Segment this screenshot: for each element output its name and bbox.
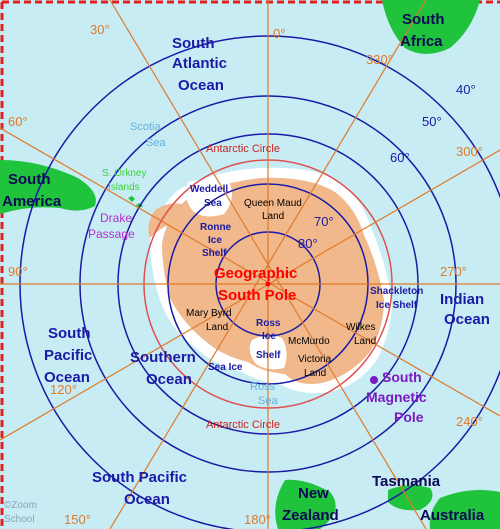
new-zealand-label-line2: Zealand — [282, 507, 339, 524]
sea-ice-label: Sea Ice — [208, 362, 243, 373]
weddell-sea-line2: Sea — [204, 198, 222, 209]
south-africa-label-line1: South — [402, 11, 445, 28]
credit-line1: ©Zoom — [4, 500, 37, 511]
south-pacific-ocean-west-line2: Pacific — [44, 347, 92, 364]
latitude-50: 50° — [422, 114, 442, 129]
scotia-sea-line1: Scotia — [130, 121, 161, 133]
longitude-300: 300° — [456, 144, 483, 159]
longitude-90: 90° — [8, 264, 28, 279]
south-america-label-line1: South — [8, 171, 51, 188]
ross-ice-shelf-line1: Ross — [256, 318, 281, 329]
south-atlantic-ocean-line3: Ocean — [178, 77, 224, 94]
latitude-60: 60° — [390, 150, 410, 165]
drake-passage-line2: Passage — [88, 227, 135, 241]
meridian-60-240 — [0, 127, 500, 417]
south-america-land — [0, 160, 96, 214]
south-magnetic-pole-line1: South — [382, 369, 422, 385]
latitude-40: 40° — [456, 82, 476, 97]
tasmania-label: Tasmania — [372, 473, 441, 490]
south-magnetic-pole-line3: Pole — [394, 409, 424, 425]
queen-maud-land-line2: Land — [262, 211, 284, 222]
victoria-land-line1: Victoria — [298, 354, 332, 365]
shackleton-ice-shelf-line1: Shackleton — [370, 286, 423, 297]
s-orkney-islands — [128, 196, 143, 208]
australia-label: Australia — [420, 507, 485, 524]
s-orkney-islands-line1: S. Orkney — [102, 168, 146, 179]
geographic-pole-dot — [265, 281, 271, 287]
longitude-180: 180° — [244, 512, 271, 527]
antarctic-peninsula — [148, 203, 186, 238]
meridian-300-120 — [0, 149, 500, 441]
longitude-60: 60° — [8, 114, 28, 129]
shackleton-ice-shelf-line2: Ice Shelf — [376, 300, 418, 311]
south-atlantic-ocean-line2: Atlantic — [172, 55, 227, 72]
south-africa-land — [382, 0, 480, 54]
ronne-ice-shelf-line3: Shelf — [202, 248, 227, 259]
latitude-70: 70° — [314, 214, 334, 229]
ronne-ice-shelf-line1: Ronne — [200, 222, 232, 233]
ross-sea-line1: Ross — [250, 381, 276, 393]
tasmania-land — [388, 485, 433, 511]
new-zealand-label-line1: New — [298, 485, 329, 502]
geographic-south-pole-line1: Geographic — [214, 265, 297, 282]
antarctic-circle-label-bottom: Antarctic Circle — [206, 419, 280, 431]
longitude-120: 120° — [50, 382, 77, 397]
weddell-sea-line1: Weddell — [190, 184, 228, 195]
ross-ice-shelf-line3: Shelf — [256, 350, 281, 361]
victoria-land-line2: Land — [304, 368, 326, 379]
south-pacific-ocean-south-line2: Ocean — [124, 491, 170, 508]
south-africa-label-line2: Africa — [400, 33, 443, 50]
longitude-330: 330° — [366, 52, 393, 67]
south-pacific-ocean-west-line3: Ocean — [44, 369, 90, 386]
south-atlantic-ocean-line1: South — [172, 35, 215, 52]
antarctic-circle-label-top: Antarctic Circle — [206, 143, 280, 155]
ronne-ice-shelf-line2: Ice — [208, 235, 222, 246]
mary-byrd-land-line2: Land — [206, 322, 228, 333]
weddell-sea-water — [186, 179, 232, 217]
mary-byrd-land-line1: Mary Byrd — [186, 308, 232, 319]
drake-passage-line1: Drake — [100, 211, 132, 225]
scotia-sea-line2: Sea — [146, 137, 166, 149]
longitude-150: 150° — [64, 512, 91, 527]
south-magnetic-pole-line2: Magnetic — [366, 389, 427, 405]
longitude-0: 0° — [273, 26, 285, 41]
south-pacific-ocean-south-line1: South Pacific — [92, 469, 187, 486]
geographic-south-pole-line2: South Pole — [218, 287, 296, 304]
ross-sea-line2: Sea — [258, 395, 278, 407]
new-zealand-land — [275, 479, 336, 529]
australia-land — [429, 490, 500, 529]
wilkes-land-line1: Wilkes — [346, 322, 375, 333]
mcmurdo-label: McMurdo — [288, 336, 330, 347]
southern-ocean-line2: Ocean — [146, 371, 192, 388]
longitude-240: 240° — [456, 414, 483, 429]
queen-maud-land-line1: Queen Maud — [244, 198, 302, 209]
south-america-label-line2: America — [2, 193, 62, 210]
southern-ocean-line1: Southern — [130, 349, 196, 366]
s-orkney-islands-line2: Islands — [108, 182, 140, 193]
indian-ocean-line1: Indian — [440, 291, 484, 308]
credit-line2: School — [4, 514, 35, 525]
south-pacific-ocean-west-line1: South — [48, 325, 91, 342]
meridian-330-150 — [109, 0, 427, 529]
wilkes-land-line2: Land — [354, 336, 376, 347]
antarctica-land — [162, 177, 384, 384]
magnetic-pole-dot — [370, 376, 378, 384]
longitude-30: 30° — [90, 22, 110, 37]
latitude-80: 80° — [298, 236, 318, 251]
longitude-270: 270° — [440, 264, 467, 279]
indian-ocean-line2: Ocean — [444, 311, 490, 328]
ross-ice-shelf-line2: Ice — [262, 331, 276, 342]
